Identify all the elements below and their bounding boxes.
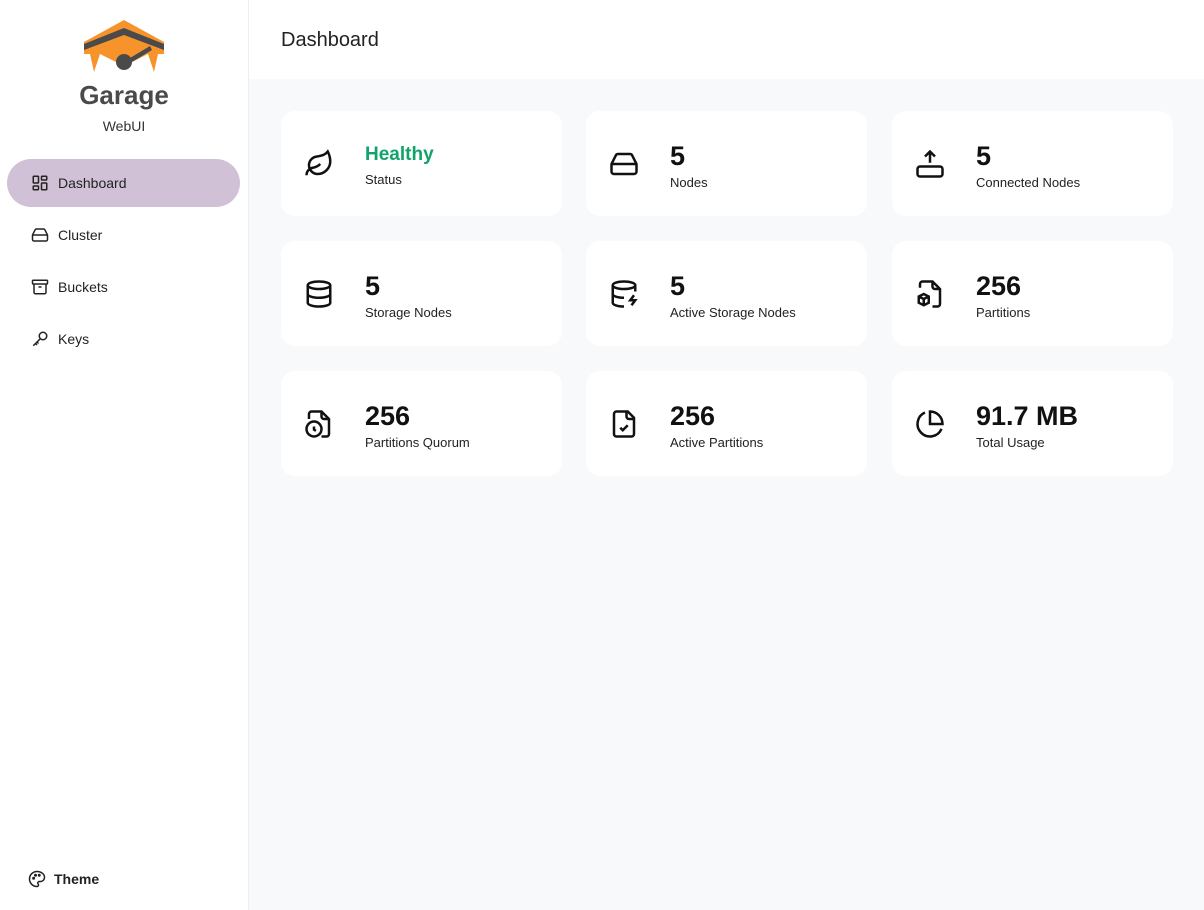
leaf-icon bbox=[305, 149, 332, 176]
stat-label: Total Usage bbox=[976, 435, 1045, 450]
database-zap-icon bbox=[611, 280, 638, 308]
stat-card-partitions-quorum: 256 Partitions Quorum bbox=[281, 371, 562, 476]
stat-card-partitions: 256 Partitions bbox=[892, 241, 1173, 346]
page-header: Dashboard bbox=[249, 0, 1204, 79]
sidebar-item-keys[interactable]: Keys bbox=[7, 315, 240, 363]
stat-value: 5 bbox=[976, 141, 992, 171]
stat-label: Status bbox=[365, 172, 402, 187]
stat-label: Active Storage Nodes bbox=[670, 305, 796, 320]
stat-value: 256 bbox=[976, 271, 1022, 301]
pie-chart-icon bbox=[916, 410, 944, 438]
key-icon bbox=[32, 331, 48, 347]
sidebar-item-buckets[interactable]: Buckets bbox=[7, 263, 240, 311]
stat-label: Nodes bbox=[670, 175, 708, 190]
stat-label: Partitions bbox=[976, 305, 1031, 320]
sidebar-item-label: Keys bbox=[58, 331, 90, 347]
sidebar: Garage WebUI Dashboard Cluster Buckets K… bbox=[0, 0, 249, 910]
sidebar-item-dashboard[interactable]: Dashboard bbox=[7, 159, 240, 207]
sidebar-item-cluster[interactable]: Cluster bbox=[7, 211, 240, 259]
theme-button[interactable]: Theme bbox=[28, 870, 99, 888]
database-icon bbox=[306, 280, 332, 308]
stat-label: Connected Nodes bbox=[976, 175, 1081, 190]
stat-label: Storage Nodes bbox=[365, 305, 452, 320]
stat-value: 256 bbox=[365, 401, 411, 431]
stat-card-total-usage: 91.7 MB Total Usage bbox=[892, 371, 1173, 476]
stat-value: 5 bbox=[670, 141, 686, 171]
hard-drive-icon bbox=[31, 228, 49, 242]
sidebar-item-label: Buckets bbox=[58, 279, 108, 295]
stat-card-status: Healthy Status bbox=[281, 111, 562, 216]
sidebar-item-label: Cluster bbox=[58, 227, 103, 243]
stat-value: 5 bbox=[670, 271, 686, 301]
stat-value: 91.7 MB bbox=[976, 401, 1079, 431]
upload-drive-icon bbox=[916, 149, 944, 178]
brand-name: Garage bbox=[79, 80, 169, 110]
file-clock-icon bbox=[305, 410, 331, 438]
garage-logo bbox=[84, 20, 164, 72]
sidebar-item-label: Dashboard bbox=[58, 175, 127, 191]
stat-value: Healthy bbox=[365, 144, 434, 165]
stat-card-active-partitions: 256 Active Partitions bbox=[586, 371, 867, 476]
brand-subtitle: WebUI bbox=[102, 118, 146, 134]
layout-dashboard-icon bbox=[32, 175, 48, 191]
stat-card-storage-nodes: 5 Storage Nodes bbox=[281, 241, 562, 346]
archive-icon bbox=[31, 279, 49, 295]
theme-label: Theme bbox=[54, 871, 100, 887]
stat-card-active-storage-nodes: 5 Active Storage Nodes bbox=[586, 241, 867, 346]
file-box-icon bbox=[917, 280, 942, 308]
palette-icon bbox=[28, 870, 46, 888]
stat-label: Partitions Quorum bbox=[365, 435, 470, 450]
stat-card-connected-nodes: 5 Connected Nodes bbox=[892, 111, 1173, 216]
hard-drive-icon bbox=[610, 152, 638, 176]
file-check-icon bbox=[612, 410, 636, 438]
stat-value: 256 bbox=[670, 401, 716, 431]
page-title: Dashboard bbox=[281, 29, 379, 51]
stat-card-nodes: 5 Nodes bbox=[586, 111, 867, 216]
stat-value: 5 bbox=[365, 271, 381, 301]
stat-label: Active Partitions bbox=[670, 435, 764, 450]
